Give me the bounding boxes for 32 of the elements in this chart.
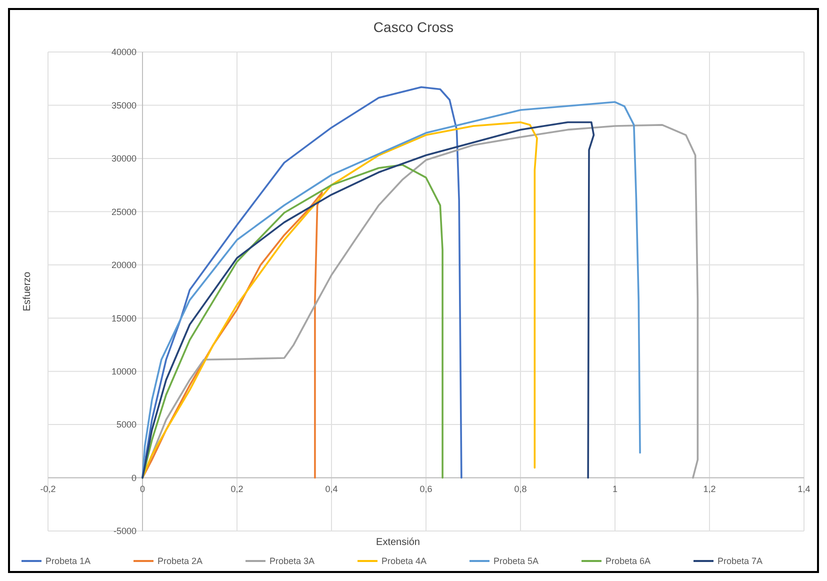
- y-tick-label: 5000: [116, 420, 136, 430]
- y-tick-label: 20000: [111, 260, 136, 270]
- y-tick-label: -5000: [113, 526, 136, 536]
- legend-label: Probeta 6A: [606, 556, 651, 566]
- y-tick-label: 30000: [111, 154, 136, 164]
- x-tick-label: 1,2: [703, 484, 716, 494]
- x-axis-title: Extensión: [376, 537, 420, 548]
- line-series: [142, 164, 444, 479]
- x-tick-label: 0,2: [230, 484, 244, 494]
- x-tick-label: 0,4: [325, 484, 338, 494]
- y-tick-label: 40000: [111, 47, 136, 58]
- line-series: [142, 192, 323, 479]
- y-tick-label: 15000: [111, 313, 136, 324]
- y-tick-label: 0: [131, 472, 136, 483]
- x-tick-label: 0,8: [514, 484, 527, 494]
- legend-label: Probeta 7A: [718, 556, 763, 566]
- line-series: [142, 86, 462, 479]
- x-tick-label: 1: [612, 484, 618, 494]
- legend-label: Probeta 1A: [46, 556, 91, 566]
- x-tick-label: 0: [140, 484, 146, 494]
- y-tick-label: 10000: [111, 366, 136, 376]
- legend-label: Probeta 3A: [270, 556, 315, 566]
- legend-label: Probeta 5A: [494, 556, 539, 566]
- legend-label: Probeta 2A: [158, 556, 203, 566]
- x-tick-label: 0,6: [420, 484, 432, 494]
- y-tick-label: 35000: [111, 100, 136, 110]
- chart-title: Casco Cross: [373, 19, 454, 35]
- y-axis-title: Esfuerzo: [22, 271, 33, 312]
- x-tick-label: 1,4: [798, 484, 810, 494]
- x-tick-label: -0,2: [40, 484, 56, 494]
- legend-label: Probeta 4A: [382, 556, 427, 566]
- y-tick-label: 25000: [111, 206, 136, 217]
